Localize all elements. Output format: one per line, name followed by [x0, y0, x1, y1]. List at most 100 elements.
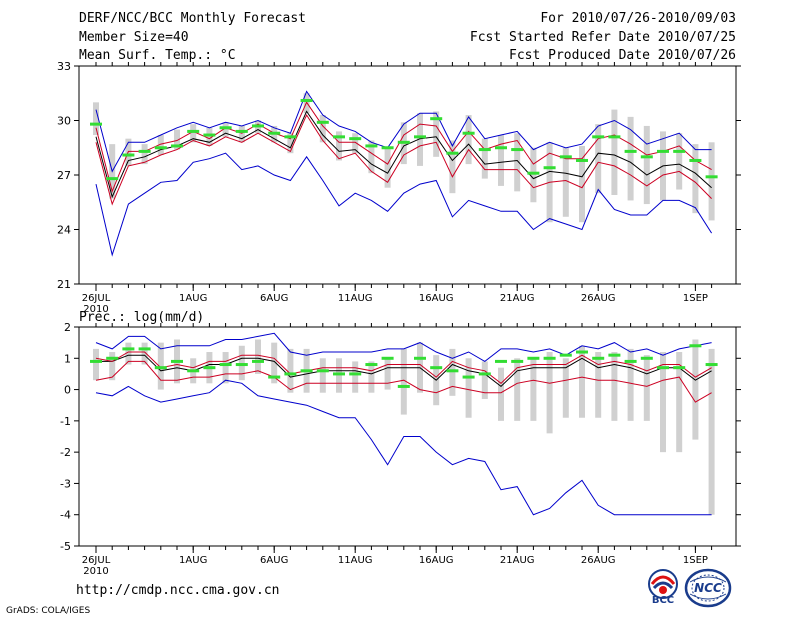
temperature-spread-box — [319, 115, 326, 143]
temperature-climate-mark — [187, 129, 200, 133]
precipitation-climate-mark — [316, 369, 329, 373]
temperature-climate-mark — [397, 140, 410, 144]
precipitation-spread-box — [481, 361, 488, 399]
precipitation-x-year-label: 2010 — [83, 566, 108, 577]
precipitation-climate-mark — [495, 359, 507, 363]
precipitation-climate-mark — [689, 344, 702, 348]
precipitation-max-line — [95, 332, 712, 363]
precipitation-climate-mark — [219, 363, 232, 367]
temperature-y-tick-label: 27 — [57, 169, 71, 182]
temperature-climate-mark — [689, 158, 702, 162]
temperature-climate-mark — [284, 135, 297, 139]
temperature-spread-box — [481, 138, 488, 179]
precipitation-spread-box — [465, 358, 472, 418]
precipitation-climate-mark — [106, 356, 119, 360]
ncc-logo: NCC — [684, 568, 732, 608]
temperature-climate-mark — [592, 135, 605, 139]
temperature-climate-mark — [381, 146, 394, 150]
temperature-climate-mark — [90, 122, 102, 126]
precipitation-climate-mark — [511, 359, 524, 363]
precipitation-spread-box — [141, 342, 148, 365]
precipitation-mean-line — [96, 354, 712, 388]
source-url[interactable]: http://cmdp.ncc.cma.gov.cn — [76, 583, 280, 598]
precipitation-climate-mark — [122, 347, 135, 351]
forecast-period: For 2010/07/26-2010/09/03 — [540, 11, 736, 26]
precipitation-spread-box — [222, 352, 229, 384]
temperature-climate-mark — [414, 135, 426, 139]
precipitation-spread-box — [514, 358, 521, 421]
temperature-climate-mark — [657, 149, 669, 153]
temperature-min-line — [95, 152, 713, 257]
precipitation-climate-mark — [576, 350, 588, 354]
precipitation-climate-mark — [640, 356, 653, 360]
precipitation-x-tick-label: 1SEP — [683, 555, 708, 566]
temperature-x-tick-label: 1SEP — [683, 293, 708, 304]
precipitation-climate-mark — [349, 372, 362, 376]
temperature-climate-mark — [478, 148, 491, 152]
temperature-ctrl_lower-line — [95, 113, 712, 206]
precipitation-y-tick-label: -4 — [60, 509, 71, 522]
temperature-spread-box — [287, 133, 294, 154]
temperature-spread-box — [611, 109, 618, 195]
temperature-climate-mark — [203, 133, 216, 137]
temperature-climate-mark — [219, 126, 232, 130]
temperature-climate-mark — [559, 155, 572, 159]
temperature-spread-box — [336, 131, 342, 161]
precipitation-spread-box — [692, 339, 699, 440]
precipitation-climate-mark — [559, 353, 572, 357]
temperature-x-tick-label: 26JUL — [82, 293, 111, 304]
temperature-spread-box — [157, 135, 164, 156]
precipitation-y-tick-label: 1 — [64, 352, 71, 365]
precipitation-spread-box — [93, 348, 99, 381]
temperature-spread-box — [627, 116, 634, 201]
precipitation-climate-mark — [333, 372, 345, 376]
temperature-climate-mark — [154, 146, 167, 150]
temperature-spread-box — [643, 125, 650, 205]
precipitation-x-tick-label: 26AUG — [581, 555, 616, 566]
temperature-x-tick-label: 1AUG — [179, 293, 207, 304]
precipitation-spread-box — [611, 352, 618, 421]
temperature-spread-box — [352, 133, 359, 154]
temperature-spread-box — [384, 147, 391, 188]
temperature-spread-box — [595, 124, 602, 194]
precipitation-climate-mark — [381, 356, 394, 360]
precipitation-climate-mark — [446, 369, 459, 373]
temperature-climate-mark — [624, 149, 637, 153]
temperature-spread-box — [433, 111, 440, 157]
variable-label: Mean Surf. Temp.: °C — [79, 48, 236, 63]
precipitation-climate-mark — [365, 363, 378, 367]
temperature-y-tick-label: 30 — [57, 115, 71, 128]
precipitation-climate-mark — [252, 359, 264, 363]
precipitation-climate-mark — [543, 356, 556, 360]
temperature-spread-box — [465, 115, 472, 165]
temperature-max-line — [95, 90, 712, 173]
temperature-climate-mark — [235, 129, 248, 133]
precipitation-spread-box — [595, 352, 602, 418]
precipitation-y-tick-label: -2 — [60, 446, 71, 459]
temperature-spread-box — [206, 127, 213, 146]
temperature-climate-mark — [300, 99, 313, 103]
temperature-spread-box — [579, 145, 585, 223]
precipitation-spread-box — [660, 352, 666, 453]
temperature-x-tick-label: 16AUG — [419, 293, 454, 304]
precipitation-climate-mark — [203, 366, 216, 370]
grads-credit: GrADS: COLA/IGES — [6, 606, 91, 616]
precipitation-y-tick-label: 0 — [64, 384, 71, 397]
precipitation-min-line — [95, 379, 712, 516]
temperature-climate-mark — [527, 171, 540, 175]
precipitation-spread-box — [498, 367, 504, 421]
temperature-climate-mark — [252, 124, 264, 128]
temperature-climate-mark — [365, 144, 378, 148]
precipitation-climate-mark — [608, 353, 621, 357]
temperature-y-tick-label: 24 — [57, 224, 71, 237]
temperature-climate-mark — [268, 131, 281, 135]
temperature-x-tick-label: 6AUG — [260, 293, 288, 304]
precipitation-x-tick-label: 1AUG — [179, 555, 207, 566]
temperature-climate-mark — [543, 166, 556, 170]
precipitation-climate-mark — [187, 369, 200, 373]
temperature-climate-mark — [430, 117, 443, 121]
precipitation-climate-mark — [462, 375, 475, 379]
temperature-climate-mark — [511, 148, 524, 152]
precipitation-spread-box — [643, 355, 650, 421]
precipitation-climate-mark — [397, 384, 410, 388]
